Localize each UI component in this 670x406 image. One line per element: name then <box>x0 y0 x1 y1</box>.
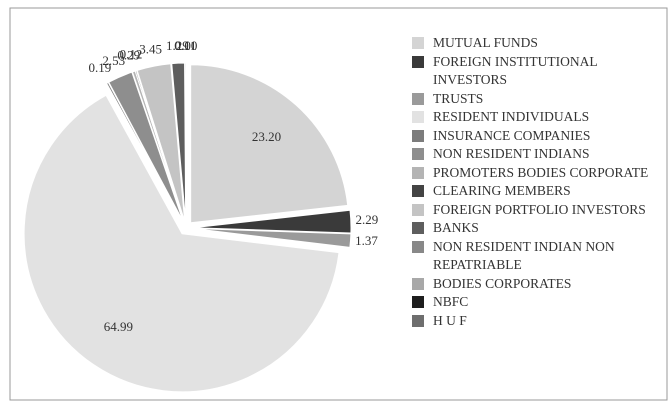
legend-label: FOREIGN INSTITUTIONAL INVESTORS <box>433 53 598 88</box>
legend-label: TRUSTS <box>433 90 484 106</box>
data-label: 2.29 <box>355 212 378 227</box>
legend-item: H U F <box>412 312 667 331</box>
pie-slice <box>136 63 186 222</box>
data-label: 64.99 <box>104 319 133 334</box>
data-label: 0.29 <box>117 47 140 62</box>
legend-item: NON RESIDENT INDIAN NON REPATRIABLE <box>412 238 667 275</box>
legend: MUTUAL FUNDS FOREIGN INSTITUTIONAL INVEST… <box>412 34 667 330</box>
data-label: 2.53 <box>102 53 125 68</box>
legend-item: FOREIGN PORTFOLIO INVESTORS <box>412 201 667 220</box>
frame <box>9 7 668 401</box>
legend-item: TRUSTS <box>412 90 667 109</box>
legend-label: RESIDENT INDIVIDUALS <box>433 109 590 124</box>
legend-swatch <box>412 203 424 216</box>
legend-item: INSURANCE COMPANIES <box>412 127 667 146</box>
data-label: 1.29 <box>166 38 189 53</box>
legend-swatch <box>412 240 424 253</box>
pie-slice <box>190 64 349 224</box>
legend-label: NBFC <box>433 294 469 309</box>
pie-slice <box>134 70 185 222</box>
pie-slice <box>105 81 184 223</box>
pie-slice <box>23 94 340 393</box>
legend-label: H U F <box>433 312 467 328</box>
legend-item: NON RESIDENT INDIANS <box>412 145 667 164</box>
legend-swatch <box>412 55 424 68</box>
legend-swatch <box>412 222 424 234</box>
legend-swatch <box>412 185 424 197</box>
legend-swatch <box>412 129 424 142</box>
legend-swatch <box>412 277 424 290</box>
data-label: 3.45 <box>139 41 162 56</box>
legend-item: NBFC <box>412 293 667 312</box>
legend-swatch <box>412 111 424 123</box>
data-label: 0.11 <box>174 38 196 53</box>
legend-swatch <box>412 296 424 308</box>
legend-item: CLEARING MEMBERS <box>412 182 667 201</box>
legend-swatch <box>412 314 424 327</box>
legend-item: PROMOTERS BODIES CORPORATE <box>412 164 667 183</box>
pie-slice <box>108 71 184 222</box>
legend-label: CLEARING MEMBERS <box>433 183 571 198</box>
legend-swatch <box>412 92 424 105</box>
pie-slice <box>192 228 352 248</box>
data-label: 23.20 <box>252 129 281 144</box>
legend-item: BODIES CORPORATES <box>412 275 667 294</box>
legend-item: BANKS <box>412 219 667 238</box>
legend-label: NON RESIDENT INDIAN NON REPATRIABLE <box>433 238 615 273</box>
legend-label: INSURANCE COMPANIES <box>433 127 591 143</box>
data-label: 1.37 <box>355 233 378 248</box>
pie-slice <box>192 209 352 234</box>
legend-swatch <box>412 37 424 49</box>
legend-swatch <box>412 166 424 179</box>
legend-label: MUTUAL FUNDS <box>433 35 538 50</box>
data-label: 0.19 <box>88 60 111 75</box>
legend-label: BODIES CORPORATES <box>433 275 572 291</box>
data-label: 0.12 <box>120 47 143 62</box>
legend-label: FOREIGN PORTFOLIO INVESTORS <box>433 201 646 217</box>
data-label: 0.00 <box>175 38 198 53</box>
legend-label: BANKS <box>433 220 479 235</box>
legend-swatch <box>412 148 424 160</box>
legend-item: RESIDENT INDIVIDUALS <box>412 108 667 127</box>
legend-label: NON RESIDENT INDIANS <box>433 146 590 161</box>
legend-item: MUTUAL FUNDS <box>412 34 667 53</box>
legend-item: FOREIGN INSTITUTIONAL INVESTORS <box>412 53 667 90</box>
legend-label: PROMOTERS BODIES CORPORATE <box>433 164 649 180</box>
